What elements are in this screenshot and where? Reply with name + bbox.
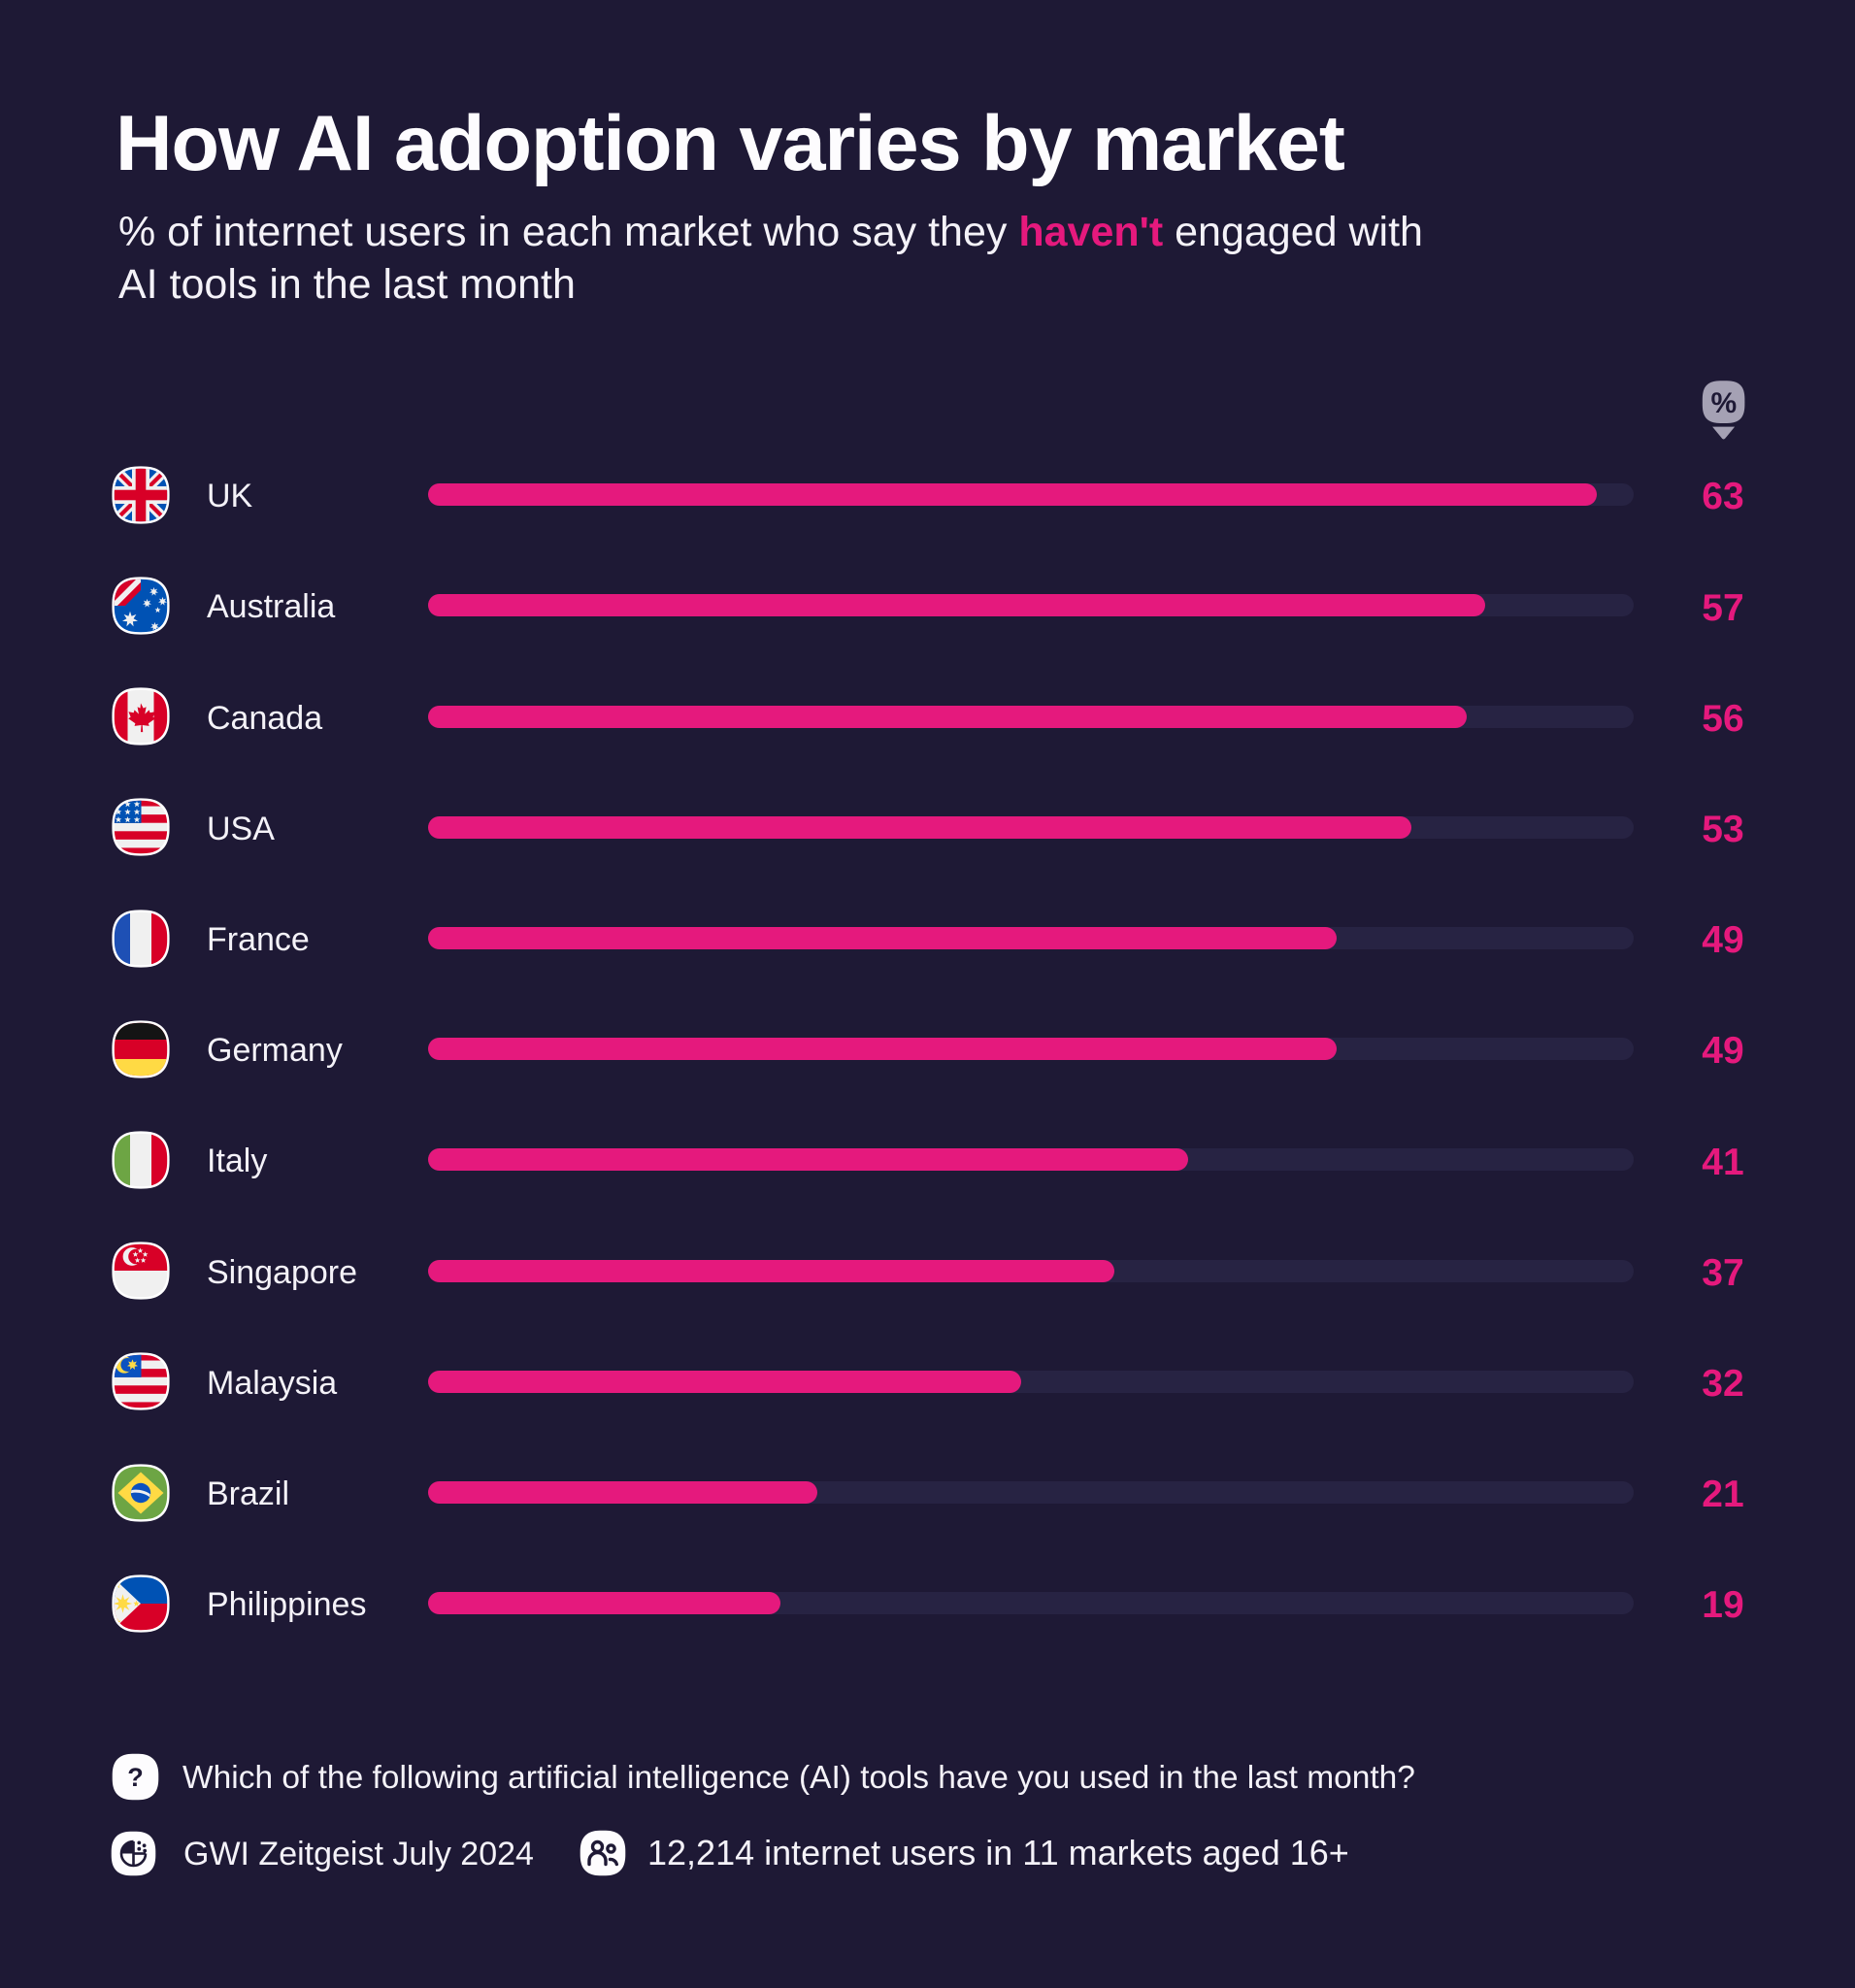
svg-text:?: ? [127,1763,144,1792]
svg-text:%: % [1710,387,1737,419]
